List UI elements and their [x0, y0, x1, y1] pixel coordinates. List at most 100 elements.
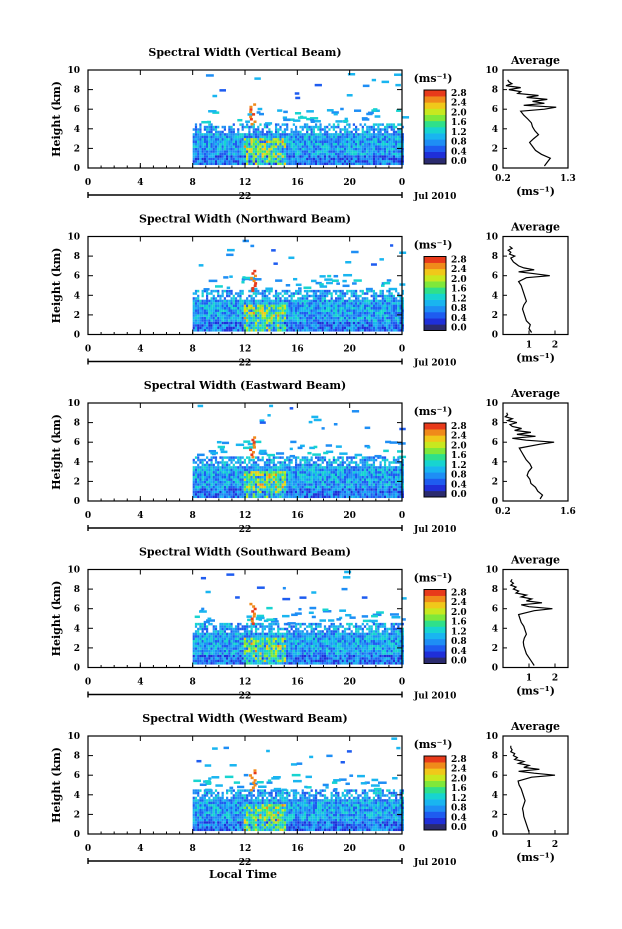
heatmap-cell — [230, 321, 233, 325]
heatmap-cell — [197, 324, 200, 327]
heatmap-cell — [392, 160, 396, 163]
heatmap-cell — [392, 157, 396, 161]
heatmap-cell — [286, 145, 289, 148]
heatmap-cell — [363, 321, 367, 325]
heatmap-cell — [366, 483, 369, 486]
heatmap-cell — [219, 138, 222, 141]
heatmap-cell — [232, 140, 235, 144]
heatmap-cell — [261, 128, 264, 131]
heatmap-cell — [372, 324, 376, 327]
heatmap-cell — [303, 309, 307, 312]
heatmap-cell — [201, 473, 204, 477]
heatmap-cell — [228, 314, 231, 317]
heatmap-cell — [203, 321, 206, 325]
heatmap-cell — [299, 468, 302, 472]
heatmap-cell — [310, 490, 313, 494]
heatmap-cell — [375, 157, 378, 161]
heatmap-cell — [281, 488, 284, 491]
heatmap-cell — [321, 155, 324, 158]
heatmap-cell — [219, 324, 222, 327]
heatmap-cell — [312, 326, 315, 330]
heatmap-cell — [234, 299, 238, 303]
heatmap-cell — [277, 302, 280, 305]
heatmap-cell — [395, 142, 398, 146]
heatmap-cell — [361, 155, 364, 158]
heatmap-cell — [226, 326, 229, 330]
heatmap-cell — [208, 319, 211, 322]
heatmap-cell — [192, 299, 195, 303]
heatmap-cell — [261, 297, 264, 300]
heatmap-cell — [261, 471, 264, 474]
heatmap-cell — [317, 311, 320, 315]
heatmap-cell — [370, 488, 373, 491]
heatmap-cell — [288, 307, 291, 310]
heatmap-cell — [379, 495, 382, 499]
heatmap-cell — [192, 316, 195, 320]
heatmap-cell — [346, 299, 349, 303]
heatmap-cell — [343, 299, 347, 303]
heatmap-cell — [210, 155, 213, 158]
heatmap-cell — [268, 299, 271, 303]
heatmap-cell — [310, 307, 313, 310]
heatmap-cell — [341, 458, 344, 462]
heatmap-cell — [386, 130, 389, 134]
heatmap-cell — [319, 142, 322, 146]
heatmap-cell — [352, 483, 356, 486]
heatmap-cell — [246, 475, 249, 479]
heatmap-cell — [206, 463, 209, 467]
heatmap-cell — [192, 160, 195, 163]
heatmap-cell — [199, 299, 202, 303]
heatmap-cell — [298, 116, 307, 119]
colorbar-tick-label: 0.8 — [451, 304, 467, 314]
heatmap-cell — [314, 133, 318, 136]
heatmap-cell — [335, 289, 338, 293]
heatmap-cell — [266, 133, 269, 136]
heatmap-cell — [250, 475, 253, 479]
heatmap-cell — [366, 319, 369, 322]
heatmap-cell — [392, 493, 396, 496]
heatmap-cell — [306, 329, 309, 332]
heatmap-cell — [201, 155, 204, 158]
heatmap-cell — [197, 478, 200, 481]
heatmap-cell — [192, 490, 195, 494]
heatmap-cell — [237, 307, 240, 310]
heatmap-cell — [206, 294, 209, 298]
heatmap-cell — [395, 152, 398, 156]
heatmap-cell — [317, 299, 320, 303]
heatmap-cell — [274, 478, 278, 481]
heatmap-cell — [395, 458, 398, 462]
heatmap-cell — [259, 309, 262, 312]
heatmap-cell — [212, 128, 215, 131]
heatmap-cell — [192, 475, 195, 479]
heatmap-cell — [301, 157, 304, 161]
heatmap-cell — [279, 133, 282, 136]
heatmap-cell — [275, 279, 283, 282]
heatmap-cell — [292, 483, 295, 486]
heatmap-cell — [232, 480, 235, 484]
heatmap-cell — [248, 458, 251, 462]
heatmap-cell — [270, 289, 273, 293]
heatmap-cell — [399, 251, 407, 255]
x-tick-label: 16 — [291, 178, 304, 188]
heatmap-cell — [381, 488, 384, 491]
heatmap-cell — [390, 157, 393, 161]
heatmap-cell — [335, 133, 338, 136]
heatmap-cell — [355, 319, 358, 322]
heatmap-cell — [279, 329, 282, 332]
heatmap-cell — [283, 133, 287, 136]
heatmap-cell — [192, 485, 195, 489]
heatmap-cell — [243, 160, 247, 163]
heatmap-cell — [294, 321, 298, 325]
heatmap-cell — [312, 160, 315, 163]
heatmap-cell — [250, 135, 253, 139]
heatmap-cell — [246, 140, 249, 144]
heatmap-cell — [277, 309, 280, 312]
heatmap-cell — [297, 133, 300, 136]
heatmap-cell — [317, 466, 320, 469]
heatmap-cell — [312, 142, 315, 146]
heatmap-cell — [263, 461, 267, 464]
heatmap-cell — [292, 157, 295, 161]
heatmap-cell — [323, 321, 327, 325]
heatmap-cell — [337, 147, 340, 151]
heatmap-cell — [270, 458, 273, 462]
